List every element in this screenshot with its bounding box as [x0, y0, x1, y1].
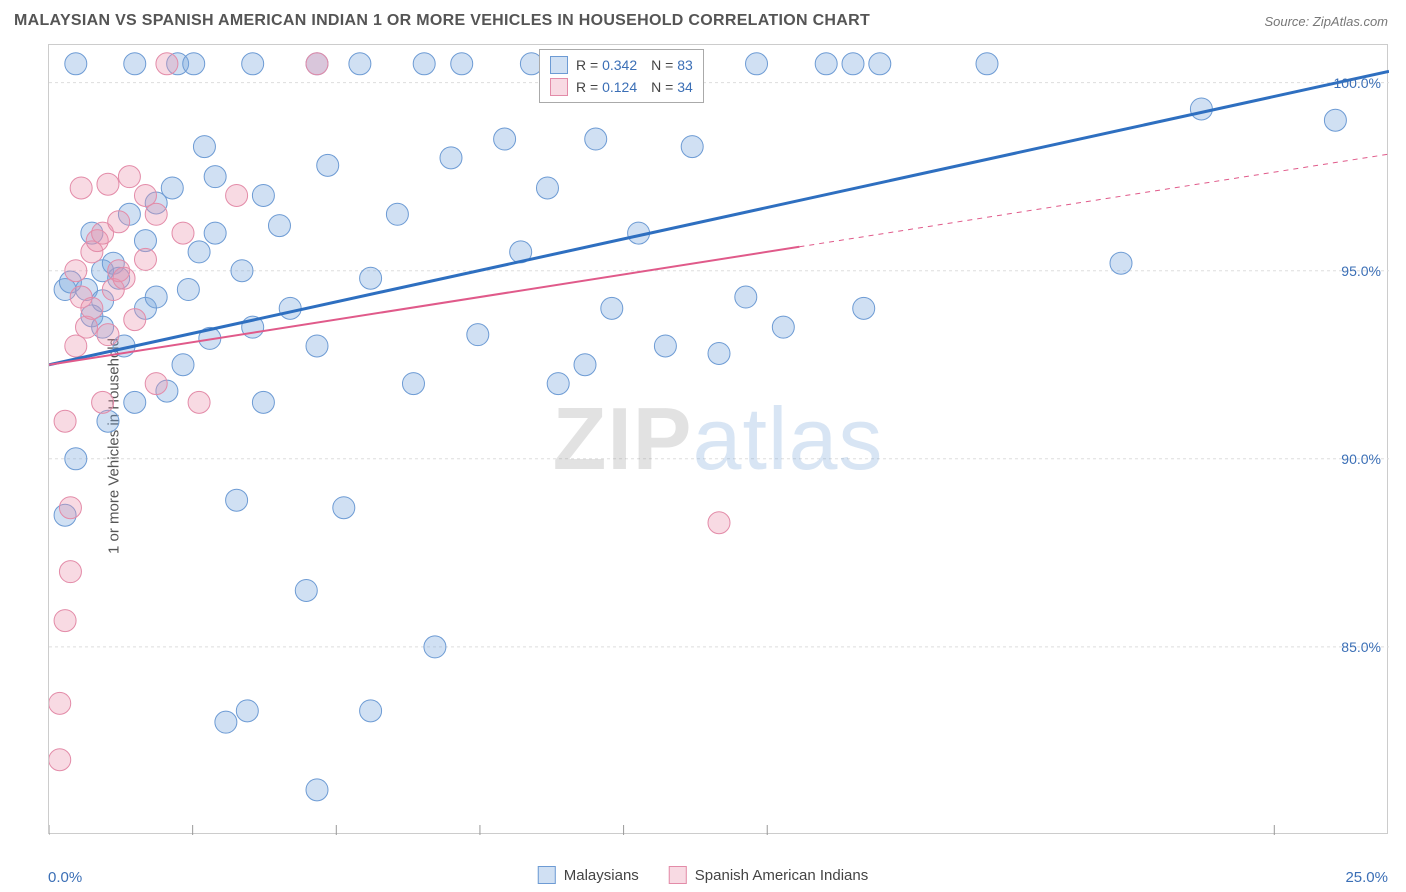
- stats-legend: R = 0.342N = 83R = 0.124N = 34: [539, 49, 704, 103]
- legend-swatch: [550, 78, 568, 96]
- legend-label: Spanish American Indians: [695, 867, 868, 884]
- y-tick-label: 90.0%: [1341, 451, 1381, 467]
- legend-label: Malaysians: [564, 867, 639, 884]
- legend-swatch: [669, 866, 687, 884]
- plot-svg: [49, 45, 1389, 835]
- bottom-legend: Malaysians Spanish American Indians: [538, 864, 868, 886]
- bottom-legend-item: Spanish American Indians: [669, 864, 868, 886]
- legend-swatch: [550, 56, 568, 74]
- legend-swatch: [538, 866, 556, 884]
- y-tick-label: 95.0%: [1341, 263, 1381, 279]
- legend-stat-row: R = 0.342N = 83: [550, 54, 693, 76]
- x-axis-min-label: 0.0%: [48, 869, 82, 886]
- chart-container: MALAYSIAN VS SPANISH AMERICAN INDIAN 1 O…: [0, 0, 1406, 892]
- legend-stat-row: R = 0.124N = 34: [550, 76, 693, 98]
- source-label: Source: ZipAtlas.com: [1264, 14, 1388, 29]
- plot-area: ZIPatlas R = 0.342N = 83R = 0.124N = 34 …: [48, 44, 1388, 834]
- y-tick-label: 100.0%: [1334, 75, 1381, 91]
- bottom-legend-item: Malaysians: [538, 864, 639, 886]
- chart-title: MALAYSIAN VS SPANISH AMERICAN INDIAN 1 O…: [14, 12, 870, 30]
- y-tick-label: 85.0%: [1341, 639, 1381, 655]
- x-axis-max-label: 25.0%: [1345, 869, 1388, 886]
